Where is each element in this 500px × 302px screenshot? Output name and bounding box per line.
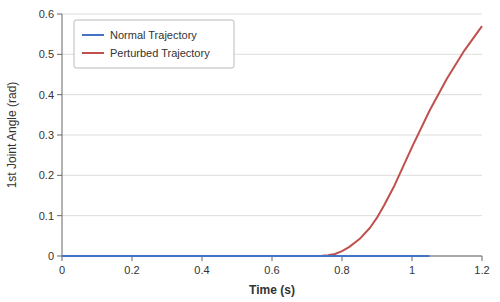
y-tick [57,54,62,55]
y-tick [57,215,62,216]
x-tick-label: 0 [59,264,65,276]
x-tick-label: 0.6 [264,264,279,276]
y-tick [57,175,62,176]
y-tick-label: 0.1 [39,210,54,222]
grid-line [62,256,482,257]
y-tick-label: 0.5 [39,48,54,60]
legend: Normal Trajectory Perturbed Trajectory [74,20,234,68]
legend-label: Normal Trajectory [110,29,197,41]
x-tick-label: 1.2 [474,264,489,276]
grid-line [62,175,482,176]
legend-label: Perturbed Trajectory [110,47,210,59]
grid-line [62,14,482,15]
y-axis-label: 1st Joint Angle (rad) [5,82,19,189]
grid-line [62,215,482,216]
y-tick [57,135,62,136]
legend-swatch [82,52,104,54]
y-tick [57,256,62,257]
y-tick-label: 0.2 [39,169,54,181]
legend-swatch [82,34,104,36]
x-axis-label: Time (s) [249,283,295,297]
x-tick-label: 0.2 [124,264,139,276]
grid-line [62,94,482,95]
x-tick-label: 0.4 [194,264,209,276]
y-tick-label: 0.4 [39,89,54,101]
y-tick [57,94,62,95]
grid [62,14,482,256]
chart: 0 0.2 0.4 0.6 0.8 1 1.2 0 0.1 0.2 0.3 0.4 0.5 0.6 Time… [0,0,500,302]
y-tick-label: 0 [48,250,54,262]
axes: 0 0.2 0.4 0.6 0.8 1 1.2 0 0.1 0.2 0.3 0.4 0.5 0.6 [39,8,490,276]
x-tick-label: 0.8 [334,264,349,276]
y-tick [57,14,62,15]
legend-box [74,20,234,68]
x-axis-line [62,256,482,257]
y-tick-label: 0.3 [39,129,54,141]
x-tick [482,256,483,261]
y-tick-label: 0.6 [39,8,54,20]
x-tick-label: 1 [409,264,415,276]
series-line [62,255,430,257]
